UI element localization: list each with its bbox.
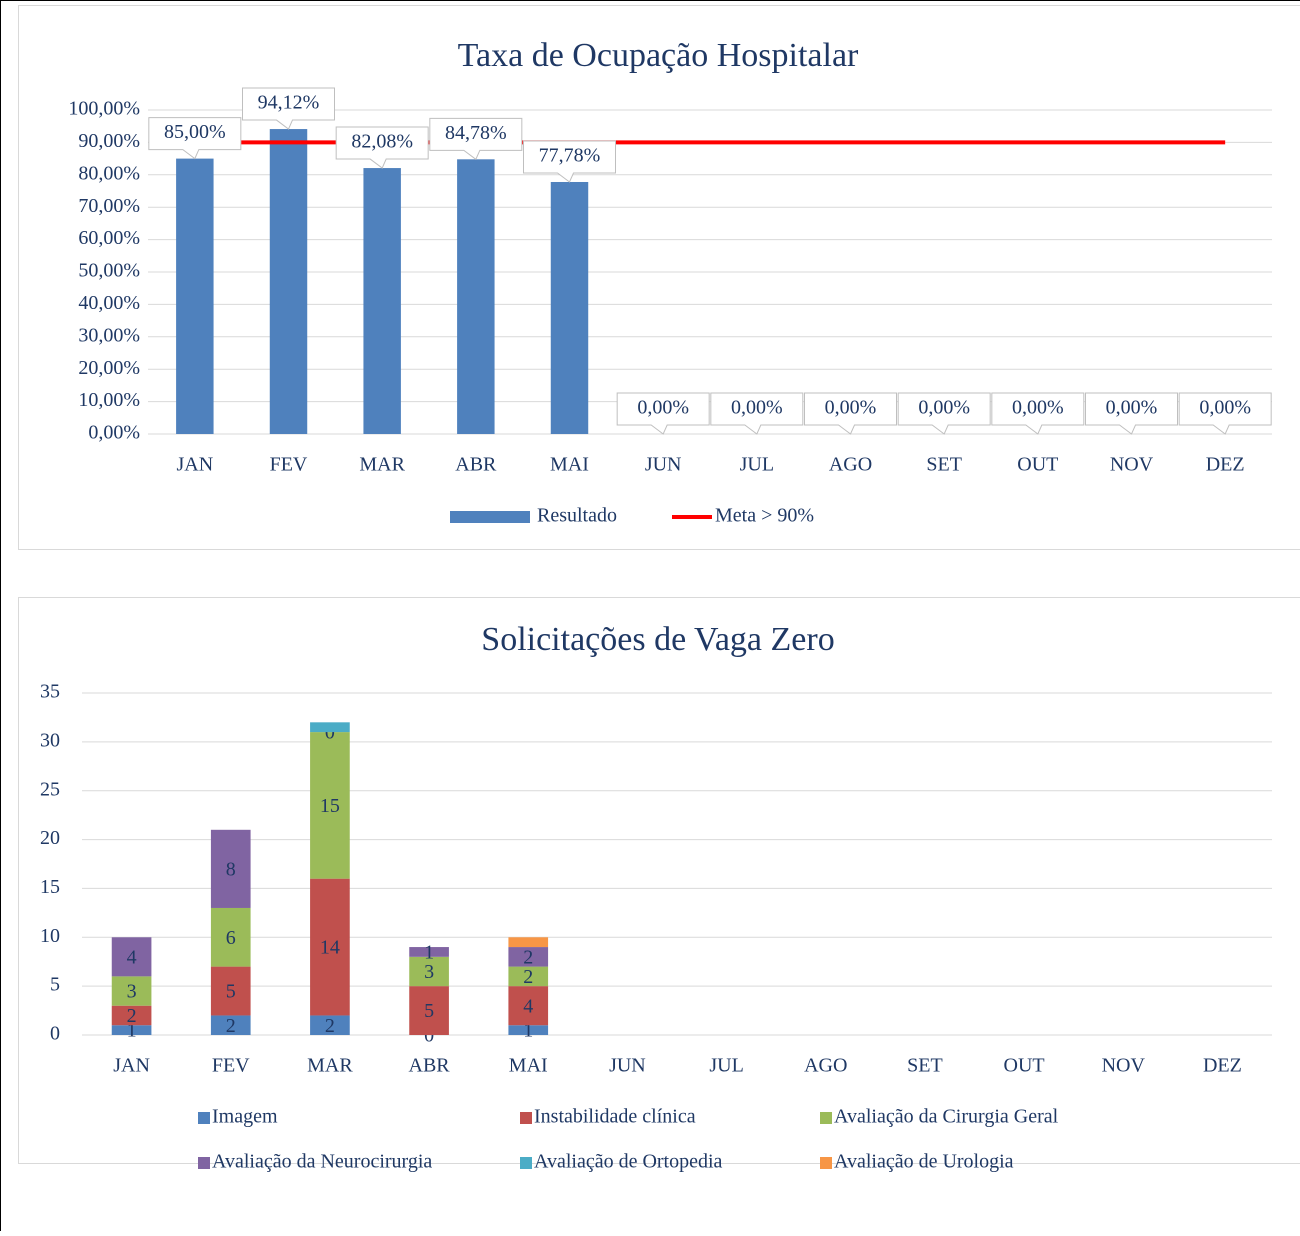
bar: [363, 168, 400, 434]
x-tick-label: AGO: [829, 454, 872, 476]
data-label: 5: [424, 1000, 434, 1022]
data-label: 15: [320, 795, 340, 817]
bar: [270, 129, 307, 434]
data-label: 1: [424, 942, 434, 964]
x-tick-label: AGO: [804, 1055, 847, 1077]
data-label: 5: [226, 981, 236, 1003]
data-label: 4: [523, 995, 533, 1017]
data-label: 14: [320, 937, 340, 959]
x-tick-label: NOV: [1102, 1055, 1146, 1077]
x-tick-label: OUT: [1017, 454, 1058, 476]
data-label: 2: [325, 1015, 335, 1037]
legend-label: Avaliação de Ortopedia: [534, 1151, 723, 1173]
data-label: 84,78%: [445, 122, 507, 144]
x-tick-label: SET: [907, 1055, 943, 1077]
y-tick-label: 15: [40, 876, 60, 898]
y-tick-label: 20,00%: [78, 357, 140, 379]
y-tick-label: 90,00%: [78, 130, 140, 152]
bar-segment: [310, 722, 350, 732]
x-tick-label: DEZ: [1203, 1055, 1242, 1077]
legend-swatch: [198, 1157, 210, 1169]
data-label: 0,00%: [637, 397, 689, 419]
bar: [176, 159, 213, 434]
x-tick-label: JUN: [645, 454, 682, 476]
legend-label: Avaliação da Neurocirurgia: [212, 1151, 432, 1173]
legend-label: Avaliação da Cirurgia Geral: [834, 1106, 1059, 1128]
y-tick-label: 35: [40, 681, 60, 703]
x-tick-label: JUL: [709, 1055, 743, 1077]
data-label: 2: [226, 1015, 236, 1037]
x-tick-label: SET: [926, 454, 962, 476]
y-tick-label: 60,00%: [78, 227, 140, 249]
data-label: 4: [127, 946, 137, 968]
y-tick-label: 0,00%: [88, 422, 140, 444]
legend-swatch: [198, 1112, 210, 1124]
y-tick-label: 25: [40, 778, 60, 800]
data-label: 3: [127, 981, 137, 1003]
data-label: 2: [523, 966, 533, 988]
x-tick-label: FEV: [212, 1055, 250, 1077]
legend-swatch: [520, 1112, 532, 1124]
data-label: 77,78%: [539, 145, 601, 167]
data-label: 6: [226, 927, 236, 949]
data-label: 0,00%: [1012, 397, 1064, 419]
x-tick-label: FEV: [270, 454, 308, 476]
legend-label: Resultado: [537, 505, 617, 527]
y-tick-label: 30: [40, 729, 60, 751]
data-label: 0,00%: [1106, 397, 1158, 419]
legend-swatch: [820, 1112, 832, 1124]
x-tick-label: OUT: [1004, 1055, 1045, 1077]
data-label: 0,00%: [1199, 397, 1251, 419]
legend-label: Meta > 90%: [715, 505, 814, 527]
y-tick-label: 5: [50, 974, 60, 996]
bar: [457, 159, 494, 434]
bar: [551, 182, 588, 434]
data-label: 3: [424, 961, 434, 983]
y-tick-label: 40,00%: [78, 292, 140, 314]
chart-title: Solicitações de Vaga Zero: [481, 621, 834, 658]
y-tick-label: 80,00%: [78, 162, 140, 184]
x-tick-label: JAN: [113, 1055, 150, 1077]
x-tick-label: JUL: [740, 454, 774, 476]
legend-label: Instabilidade clínica: [534, 1106, 696, 1128]
legend-swatch: [450, 511, 530, 523]
y-tick-label: 10: [40, 925, 60, 947]
data-label: 82,08%: [351, 131, 413, 153]
y-tick-label: 100,00%: [68, 98, 140, 120]
data-label: 0,00%: [918, 397, 970, 419]
x-tick-label: JAN: [176, 454, 213, 476]
legend-label: Avaliação de Urologia: [834, 1151, 1014, 1173]
y-tick-label: 10,00%: [78, 389, 140, 411]
y-tick-label: 50,00%: [78, 260, 140, 282]
legend-label: Imagem: [212, 1106, 278, 1128]
x-tick-label: DEZ: [1206, 454, 1245, 476]
x-tick-label: MAR: [359, 454, 405, 476]
x-tick-label: ABR: [409, 1055, 451, 1077]
x-tick-label: JUN: [609, 1055, 646, 1077]
chart-frame: [19, 598, 1300, 1164]
y-tick-label: 70,00%: [78, 195, 140, 217]
chart-title: Taxa de Ocupação Hospitalar: [458, 37, 859, 74]
legend-swatch: [820, 1157, 832, 1169]
data-label: 0,00%: [825, 397, 877, 419]
legend-swatch: [520, 1157, 532, 1169]
data-label: 0,00%: [731, 397, 783, 419]
x-tick-label: MAI: [509, 1055, 548, 1077]
y-tick-label: 20: [40, 827, 60, 849]
y-tick-label: 0: [50, 1023, 60, 1045]
data-label: 8: [226, 858, 236, 880]
x-tick-label: MAI: [550, 454, 589, 476]
x-tick-label: NOV: [1110, 454, 1154, 476]
data-label: 2: [523, 946, 533, 968]
data-label: 2: [127, 1005, 137, 1027]
data-label: 85,00%: [164, 121, 226, 143]
x-tick-label: ABR: [455, 454, 497, 476]
y-tick-label: 30,00%: [78, 324, 140, 346]
bar-segment: [508, 937, 548, 947]
x-tick-label: MAR: [307, 1055, 353, 1077]
data-label: 94,12%: [258, 92, 320, 114]
